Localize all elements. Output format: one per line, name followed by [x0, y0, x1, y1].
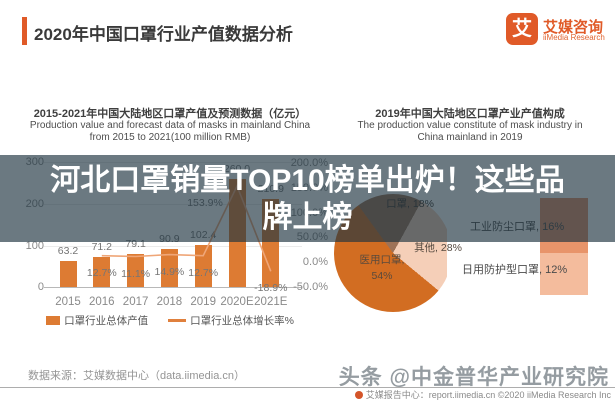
- iimedia-logo-icon: 艾: [506, 13, 538, 45]
- footer-divider: [0, 387, 615, 388]
- pct-axis-tick-0: 0.0%: [302, 256, 328, 268]
- bar-2015: [59, 260, 77, 287]
- growth-label-2021E: -18.9%: [254, 282, 288, 295]
- y-axis-tick-0: 0: [37, 281, 44, 293]
- copyright-text: 艾媒报告中心：report.iimedia.cn ©2020 iiMedia R…: [365, 390, 611, 400]
- bar-chart-legend: 口罩行业总体产值 口罩行业总体增长率%: [10, 313, 330, 328]
- pie-label-medical-line1: 医用口罩,: [359, 254, 405, 266]
- pie-label-others-28: 其他, 28%: [414, 242, 462, 254]
- x-axis-label-2016: 2016: [89, 296, 115, 308]
- x-axis-label-2015: 2015: [55, 296, 81, 308]
- y-axis-tick-100: 100: [25, 239, 44, 252]
- pie-chart-title-cn: 2019年中国大陆地区口罩产业产值构成: [375, 108, 565, 120]
- pie-label-medical-line2: 54%: [371, 270, 393, 282]
- x-axis-label-2019: 2019: [190, 296, 216, 308]
- headline-overlay-banner: 河北口罩销量TOP10榜单出炉！这些品 牌上榜: [0, 155, 615, 242]
- page-title: 2020年中国口罩行业产值数据分析: [34, 25, 293, 44]
- legend-item-production-value: 口罩行业总体产值: [46, 313, 148, 328]
- growth-label-2016: 12.7%: [86, 266, 117, 279]
- x-axis-label-2021E: 2021E: [254, 296, 288, 308]
- bar-value-label-2015: 63.2: [57, 244, 79, 257]
- legend-item-growth-rate: 口罩行业总体增长率%: [168, 313, 294, 328]
- bar-series-swatch-icon: [46, 316, 61, 325]
- toutiao-watermark: 头条 @中金普华产业研究院: [338, 366, 609, 389]
- x-axis-label-2020E: 2020E: [220, 296, 254, 308]
- pct-axis-tick--50: -50.0%: [293, 280, 328, 293]
- bar-chart-title-en-1: Production value and forecast data of ma…: [29, 120, 311, 131]
- copyright-note: 艾媒报告中心：report.iimedia.cn ©2020 iiMedia R…: [331, 388, 611, 400]
- growth-label-2019: 12.7%: [188, 266, 219, 279]
- iimedia-report-icon: [354, 390, 363, 399]
- legend-label: 口罩行业总体产值: [64, 315, 149, 327]
- bar-chart-title-cn: 2015-2021年中国大陆地区口罩产值及预测数据（亿元）: [33, 108, 307, 120]
- growth-label-2017: 11.1%: [121, 267, 151, 280]
- callout-label-daily: 日用防护型口罩, 12%: [462, 264, 568, 276]
- growth-label-2018: 14.9%: [154, 265, 185, 278]
- pie-chart-title-en-2: China mainland in 2019: [417, 132, 523, 143]
- headline-line-2: 牌上榜: [262, 201, 353, 234]
- pie-chart-title-en-1: The production value constitute of mask …: [357, 120, 583, 131]
- headline-line-1: 河北口罩销量TOP10榜单出炉！这些品: [50, 164, 565, 197]
- x-axis-line: [44, 287, 302, 288]
- logo-name-en: iiMedia Research: [543, 33, 605, 42]
- line-series-swatch-icon: [168, 319, 187, 322]
- bar-chart-title-en-2: from 2015 to 2021(100 million RMB): [89, 132, 251, 143]
- breakdown-segment-daily: [540, 253, 588, 295]
- x-axis-label-2018: 2018: [156, 296, 183, 308]
- legend-label: 口罩行业总体增长率%: [190, 315, 294, 327]
- logo-name-cn: 艾媒咨询: [543, 19, 604, 36]
- data-source-note: 数据来源：艾媒数据中心（data.iimedia.cn）: [28, 370, 245, 382]
- title-accent-bar: [22, 17, 27, 45]
- x-axis-label-2017: 2017: [122, 296, 149, 308]
